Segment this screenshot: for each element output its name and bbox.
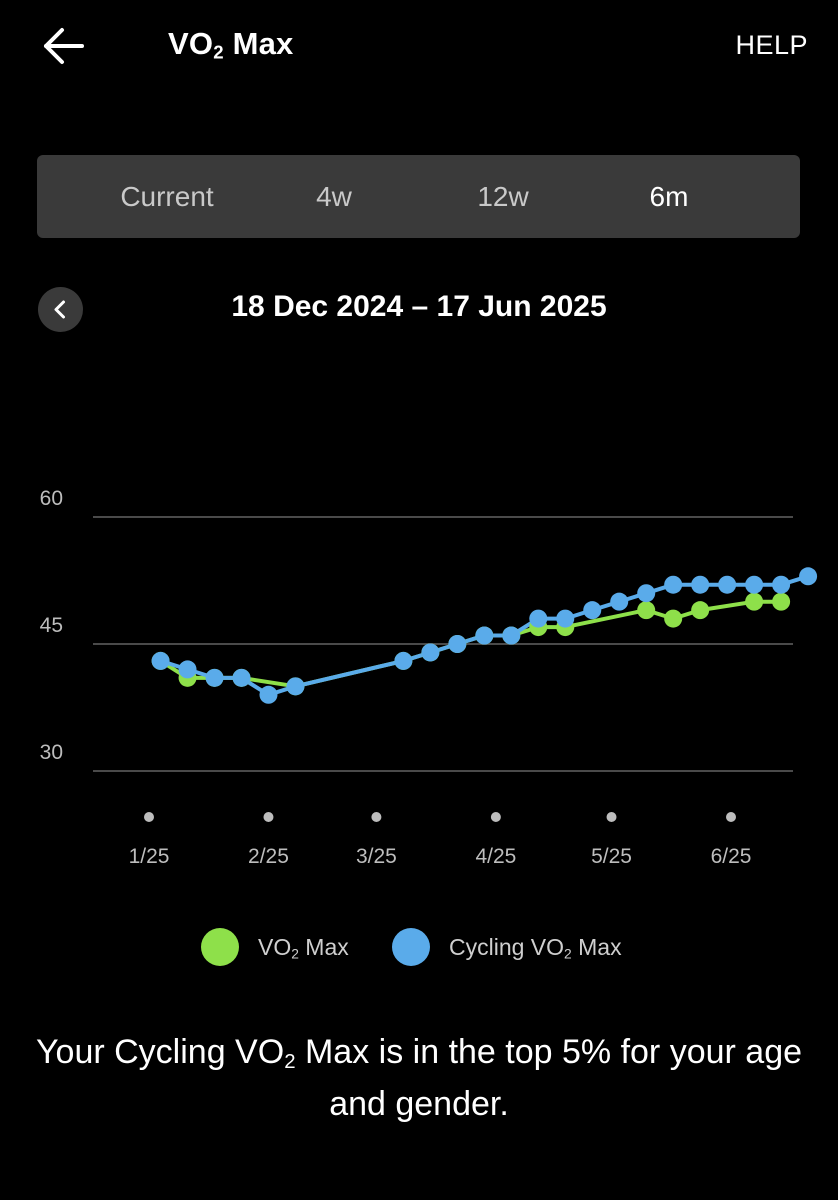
data-point-cycling-vo2-max-0[interactable] (151, 651, 170, 670)
data-point-cycling-vo2-max-11[interactable] (529, 609, 548, 628)
page-title-subscript: 2 (213, 41, 224, 63)
x-tick-dot-0 (144, 812, 154, 822)
data-point-cycling-vo2-max-8[interactable] (448, 635, 467, 653)
x-tick-label-4: 5/25 (591, 845, 632, 868)
previous-period-button[interactable] (38, 287, 83, 332)
series-line-cycling-vo2-max (158, 574, 811, 697)
legend-label-cycling-rest: Max (571, 933, 622, 960)
x-tick-dot-2 (371, 812, 382, 822)
back-button[interactable] (36, 22, 92, 70)
chart-legend: VO2 Max Cycling VO2 Max (0, 925, 838, 969)
vo2-max-chart: 30 45 60 1/25 2/25 3/25 4/25 5/25 6/25 (40, 487, 818, 868)
legend-item-vo2-max[interactable]: VO2 Max (201, 925, 349, 969)
insight-part2: Max is in the top 5% for your age and ge… (295, 1033, 803, 1123)
data-point-cycling-vo2-max-15[interactable] (637, 584, 656, 603)
x-tick-label-1: 2/25 (248, 845, 289, 868)
chevron-left-icon (54, 300, 65, 319)
insight-text: Your Cycling VO2 Max is in the top 5% fo… (30, 1026, 808, 1130)
data-point-cycling-vo2-max-2[interactable] (205, 668, 224, 687)
insight-subscript: 2 (284, 1051, 296, 1074)
legend-label-cycling-vo2-max: Cycling VO2 Max (449, 934, 622, 961)
legend-label-vo2-max-main: VO (258, 933, 292, 960)
x-tick-label-5: 6/25 (711, 845, 752, 868)
page-title: VO2 Max (168, 26, 293, 62)
page-title-main: VO (168, 26, 214, 61)
legend-swatch-vo2-max (201, 928, 239, 966)
data-point-cycling-vo2-max-5[interactable] (286, 677, 305, 696)
insight-part1: Your Cycling VO (35, 1033, 285, 1071)
data-point-cycling-vo2-max-1[interactable] (178, 660, 197, 679)
y-tick-label-60: 60 (40, 487, 63, 510)
data-point-cycling-vo2-max-7[interactable] (421, 643, 440, 662)
legend-label-vo2-max-rest: Max (298, 933, 349, 960)
data-point-cycling-vo2-max-14[interactable] (610, 592, 629, 611)
y-tick-label-45: 45 (40, 614, 63, 637)
data-point-cycling-vo2-max-21[interactable] (799, 567, 818, 586)
data-point-cycling-vo2-max-12[interactable] (556, 609, 575, 628)
data-point-vo2-max-16[interactable] (772, 592, 791, 611)
legend-swatch-cycling-vo2-max (392, 928, 430, 966)
data-point-cycling-vo2-max-18[interactable] (718, 575, 737, 594)
data-point-vo2-max-14[interactable] (691, 601, 710, 620)
legend-item-cycling-vo2-max[interactable]: Cycling VO2 Max (392, 925, 622, 969)
x-tick-dot-5 (726, 812, 736, 822)
tab-current[interactable]: Current (120, 181, 214, 212)
x-tick-label-0: 1/25 (129, 845, 170, 868)
x-tick-label-2: 3/25 (356, 845, 397, 868)
period-label-text: 18 Dec 2024 – 17 Jun 2025 (231, 290, 607, 323)
tab-6m[interactable]: 6m (649, 181, 689, 212)
data-point-vo2-max-13[interactable] (664, 609, 683, 628)
data-point-cycling-vo2-max-16[interactable] (664, 575, 683, 594)
legend-label-vo2-max-sub: 2 (291, 945, 299, 961)
data-point-cycling-vo2-max-9[interactable] (475, 626, 494, 645)
data-point-cycling-vo2-max-13[interactable] (583, 601, 602, 620)
data-point-cycling-vo2-max-6[interactable] (394, 651, 413, 670)
period-label: 18 Dec 2024 – 17 Jun 2025 (0, 290, 838, 324)
y-tick-label-30: 30 (40, 741, 63, 764)
data-point-cycling-vo2-max-19[interactable] (745, 575, 764, 594)
x-tick-dot-4 (606, 812, 617, 822)
x-tick-dot-3 (490, 812, 501, 822)
arrow-left-icon (44, 28, 84, 64)
data-point-vo2-max-12[interactable] (637, 601, 656, 620)
data-point-vo2-max-15[interactable] (745, 592, 764, 611)
data-point-cycling-vo2-max-20[interactable] (772, 575, 791, 594)
data-point-cycling-vo2-max-10[interactable] (502, 626, 521, 645)
page-title-rest: Max (223, 26, 294, 61)
x-tick-label-3: 4/25 (475, 845, 516, 868)
range-tabs: Current 4w 12w 6m (37, 155, 800, 238)
tab-12w[interactable]: 12w (477, 181, 529, 212)
tab-4w[interactable]: 4w (316, 181, 352, 212)
legend-label-vo2-max: VO2 Max (258, 934, 349, 961)
data-point-cycling-vo2-max-3[interactable] (232, 668, 251, 687)
legend-label-cycling-sub: 2 (564, 945, 572, 961)
legend-label-cycling-main: Cycling VO (449, 933, 565, 960)
data-point-cycling-vo2-max-4[interactable] (259, 685, 278, 704)
data-point-cycling-vo2-max-17[interactable] (691, 575, 710, 594)
help-link[interactable]: HELP (735, 30, 808, 60)
x-tick-dot-1 (263, 812, 274, 822)
